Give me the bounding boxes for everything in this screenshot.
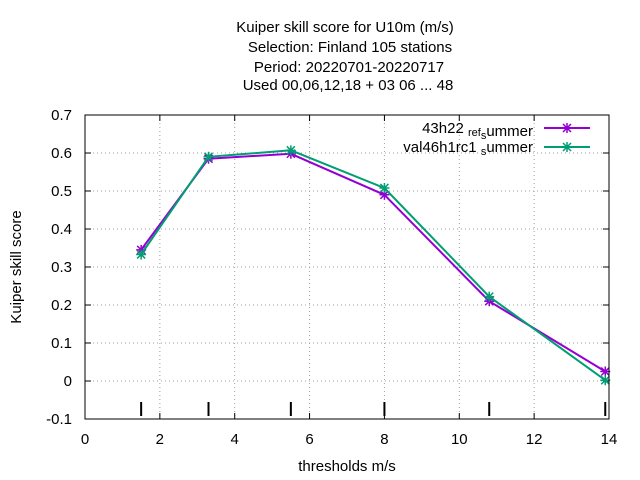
- data-point-1: [600, 366, 611, 377]
- legend-entry-1: 43h22 refsummer: [422, 120, 590, 142]
- data-point-2: [484, 291, 495, 302]
- data-point-2: [285, 145, 296, 156]
- threshold-markers: [140, 402, 607, 416]
- series-lines: [136, 145, 611, 386]
- y-axis-label: Kuiper skill score: [8, 210, 25, 323]
- y-tick-label: -0.1: [46, 411, 72, 428]
- legend-marker-1: [562, 123, 572, 133]
- legend-label-1: 43h22 refsummer: [422, 120, 533, 142]
- y-tick-label: 0.7: [51, 107, 72, 124]
- series-line-1: [140, 152, 606, 373]
- legend-marker-2: [562, 142, 572, 152]
- data-point-2: [600, 375, 611, 386]
- x-tick-label: 8: [380, 431, 388, 448]
- x-tick-label: 12: [526, 431, 543, 448]
- y-tick-label: 0.1: [51, 335, 72, 352]
- y-tick-label: 0.6: [51, 145, 72, 162]
- legend-entry-2: val46h1rc1 summer: [403, 139, 590, 158]
- y-tick-label: 0.2: [51, 297, 72, 314]
- y-tick-label: 0.4: [51, 221, 72, 238]
- series-line-2: [140, 149, 606, 382]
- x-tick-label: 10: [451, 431, 468, 448]
- plot-frame: [84, 114, 610, 420]
- data-point-2: [203, 151, 214, 162]
- data-point-2: [136, 249, 147, 260]
- title-line-4: Used 00,06,12,18 + 03 06 ... 48: [243, 77, 454, 94]
- y-tick-label: 0: [64, 373, 72, 390]
- x-tick-label: 4: [231, 431, 239, 448]
- data-point-1: [379, 189, 390, 200]
- x-axis-label: thresholds m/s: [298, 458, 396, 475]
- x-tick-label: 0: [81, 431, 89, 448]
- tick-labels: 0 2 4 6 8 10 12 14 -0.1 0 0.1 0.2 0.3 0.4 0.5 0.6 0.7: [46, 107, 617, 448]
- data-point-2: [379, 182, 390, 193]
- y-tick-label: 0.5: [51, 183, 72, 200]
- title-line-2: Selection: Finland 105 stations: [248, 39, 452, 56]
- grid-lines: [85, 115, 609, 419]
- axis-ticks: [84, 114, 610, 420]
- title-line-1: Kuiper skill score for U10m (m/s): [236, 19, 454, 36]
- chart-title: Kuiper skill score for U10m (m/s) Select…: [236, 19, 454, 94]
- x-tick-label: 2: [156, 431, 164, 448]
- x-tick-label: 6: [305, 431, 313, 448]
- y-tick-label: 0.3: [51, 259, 72, 276]
- legend-label-2: val46h1rc1 summer: [403, 139, 533, 158]
- legend: 43h22 refsummer val46h1rc1 summer: [403, 120, 590, 158]
- x-tick-label: 14: [601, 431, 618, 448]
- title-line-3: Period: 20220701-20220717: [254, 59, 444, 76]
